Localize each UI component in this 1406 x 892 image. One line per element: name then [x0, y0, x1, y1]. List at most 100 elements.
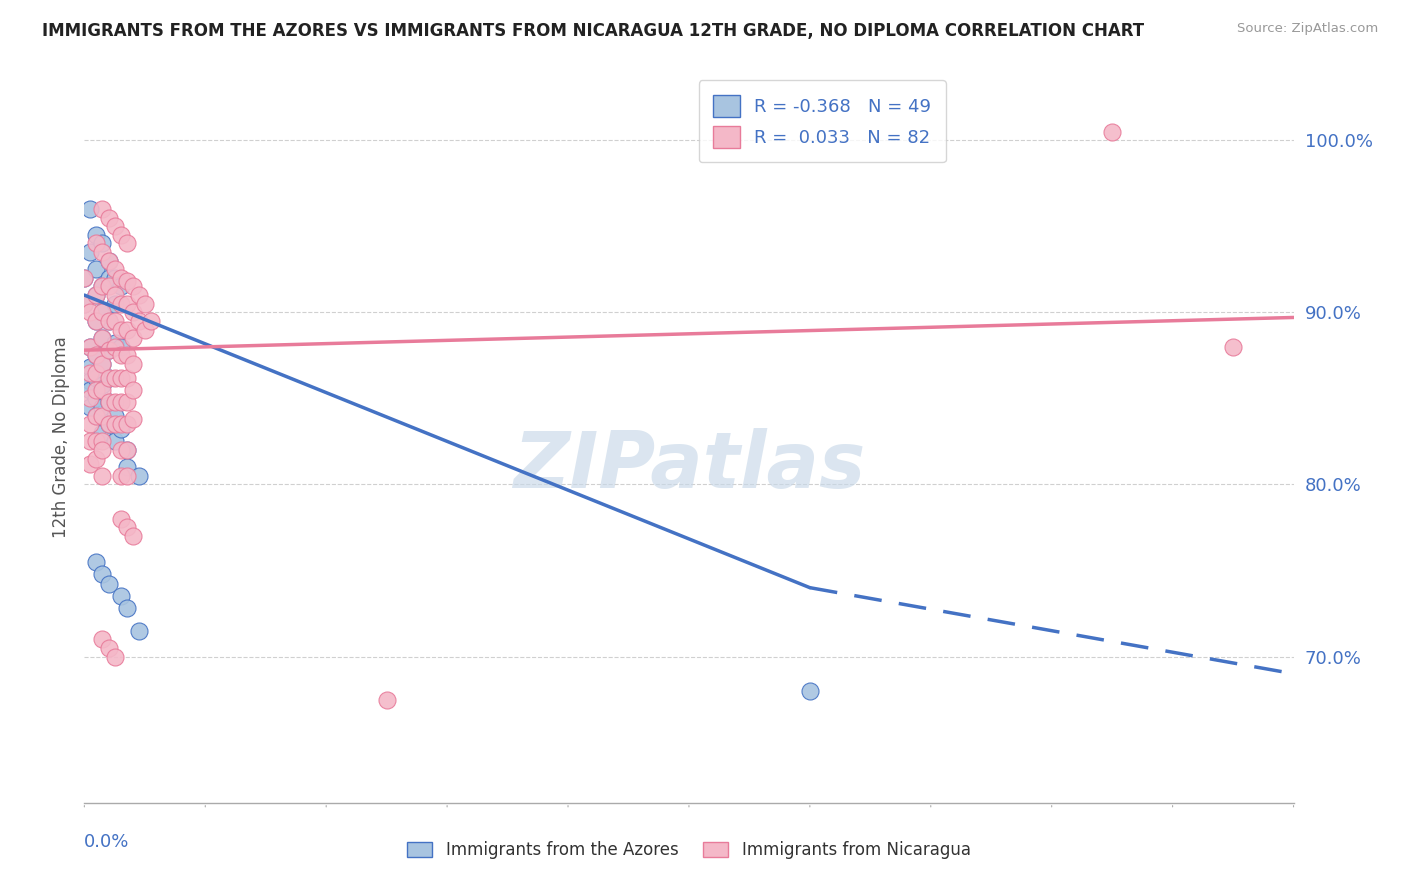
Point	[97, 314, 120, 328]
Point	[115, 442, 138, 457]
Point	[110, 348, 132, 362]
Point	[86, 348, 108, 362]
Point	[97, 343, 120, 358]
Point	[121, 412, 143, 426]
Point	[91, 305, 114, 319]
Point	[91, 434, 114, 449]
Point	[115, 236, 138, 251]
Point	[91, 357, 114, 371]
Point	[91, 202, 114, 216]
Point	[91, 331, 114, 345]
Point	[97, 394, 120, 409]
Legend: Immigrants from the Azores, Immigrants from Nicaragua: Immigrants from the Azores, Immigrants f…	[399, 833, 979, 868]
Point	[115, 520, 138, 534]
Point	[79, 400, 101, 414]
Point	[115, 460, 138, 475]
Point	[97, 271, 120, 285]
Point	[1222, 340, 1244, 354]
Point	[97, 370, 120, 384]
Point	[104, 336, 127, 351]
Point	[79, 245, 101, 260]
Point	[1101, 125, 1123, 139]
Point	[73, 271, 96, 285]
Point	[79, 360, 101, 375]
Point	[73, 271, 96, 285]
Point	[104, 271, 127, 285]
Point	[128, 624, 150, 638]
Point	[97, 211, 120, 225]
Point	[115, 296, 138, 310]
Point	[115, 468, 138, 483]
Point	[91, 400, 114, 414]
Point	[97, 253, 120, 268]
Point	[86, 314, 108, 328]
Point	[91, 279, 114, 293]
Text: 0.0%: 0.0%	[84, 833, 129, 851]
Point	[91, 566, 114, 581]
Point	[115, 370, 138, 384]
Point	[86, 348, 108, 362]
Point	[134, 296, 156, 310]
Point	[91, 425, 114, 440]
Point	[128, 468, 150, 483]
Point	[91, 236, 114, 251]
Point	[97, 343, 120, 358]
Point	[97, 640, 120, 655]
Point	[97, 314, 120, 328]
Point	[97, 253, 120, 268]
Point	[91, 279, 114, 293]
Point	[134, 322, 156, 336]
Point	[104, 417, 127, 432]
Point	[110, 370, 132, 384]
Point	[110, 417, 132, 432]
Point	[79, 305, 101, 319]
Point	[104, 219, 127, 234]
Point	[104, 296, 127, 310]
Point	[110, 589, 132, 603]
Point	[86, 555, 108, 569]
Text: Source: ZipAtlas.com: Source: ZipAtlas.com	[1237, 22, 1378, 36]
Point	[79, 366, 101, 380]
Point	[91, 305, 114, 319]
Point	[79, 392, 101, 406]
Point	[110, 227, 132, 242]
Point	[86, 434, 108, 449]
Point	[91, 357, 114, 371]
Point	[128, 288, 150, 302]
Point	[115, 442, 138, 457]
Point	[91, 442, 114, 457]
Point	[104, 314, 127, 328]
Point	[97, 417, 120, 432]
Point	[121, 529, 143, 543]
Point	[79, 340, 101, 354]
Point	[79, 340, 101, 354]
Point	[121, 331, 143, 345]
Point	[139, 314, 162, 328]
Point	[110, 468, 132, 483]
Point	[91, 377, 114, 392]
Point	[86, 236, 108, 251]
Point	[86, 366, 108, 380]
Point	[110, 296, 132, 310]
Point	[86, 451, 108, 466]
Point	[86, 288, 108, 302]
Point	[86, 227, 108, 242]
Point	[104, 409, 127, 423]
Point	[104, 288, 127, 302]
Point	[97, 417, 120, 432]
Point	[91, 245, 114, 260]
Point	[91, 632, 114, 647]
Point	[110, 394, 132, 409]
Point	[110, 279, 132, 293]
Point	[115, 394, 138, 409]
Point	[86, 383, 108, 397]
Point	[104, 394, 127, 409]
Point	[86, 288, 108, 302]
Point	[97, 279, 120, 293]
Point	[79, 417, 101, 432]
Point	[799, 684, 821, 698]
Point	[73, 296, 96, 310]
Point	[104, 434, 127, 449]
Text: IMMIGRANTS FROM THE AZORES VS IMMIGRANTS FROM NICARAGUA 12TH GRADE, NO DIPLOMA C: IMMIGRANTS FROM THE AZORES VS IMMIGRANTS…	[42, 22, 1144, 40]
Point	[110, 422, 132, 436]
